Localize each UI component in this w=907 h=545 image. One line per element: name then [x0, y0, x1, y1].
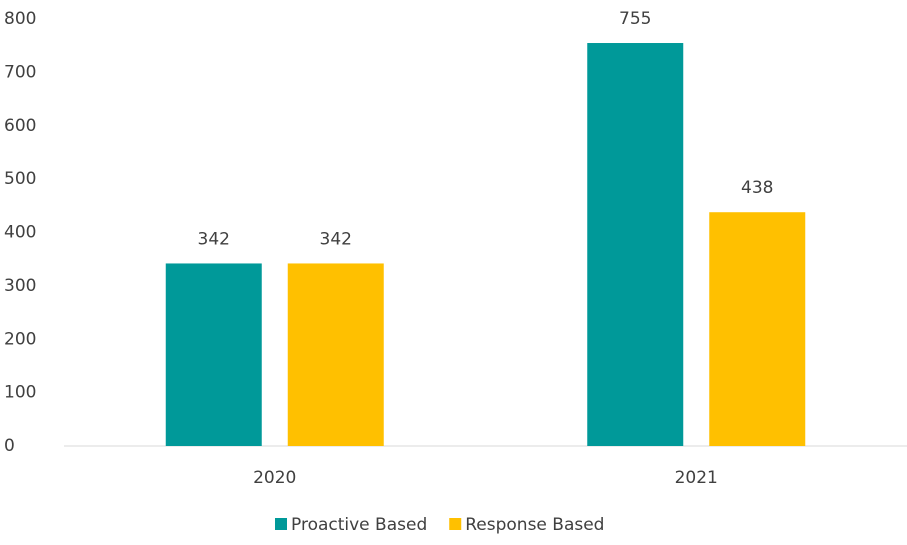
data-label: 438 — [741, 178, 773, 198]
y-tick-label: 0 — [4, 436, 15, 456]
x-tick-label: 2021 — [675, 468, 718, 488]
y-tick-label: 200 — [4, 329, 36, 349]
legend-label: Proactive Based — [291, 515, 427, 535]
legend-label: Response Based — [465, 515, 604, 535]
y-tick-label: 700 — [4, 62, 36, 82]
data-label: 755 — [619, 9, 651, 29]
y-tick-label: 500 — [4, 169, 36, 189]
data-label: 342 — [198, 229, 230, 249]
data-label: 342 — [320, 229, 352, 249]
y-tick-label: 600 — [4, 116, 36, 136]
y-tick-label: 300 — [4, 276, 36, 296]
x-tick-label: 2020 — [253, 468, 296, 488]
bar — [587, 43, 684, 447]
bar — [165, 263, 262, 446]
bar — [709, 212, 806, 446]
bar — [287, 263, 384, 446]
y-tick-label: 400 — [4, 223, 36, 243]
y-tick-label: 800 — [4, 9, 36, 29]
legend-swatch — [275, 518, 287, 530]
legend-swatch — [449, 518, 462, 530]
y-tick-label: 100 — [4, 383, 36, 403]
